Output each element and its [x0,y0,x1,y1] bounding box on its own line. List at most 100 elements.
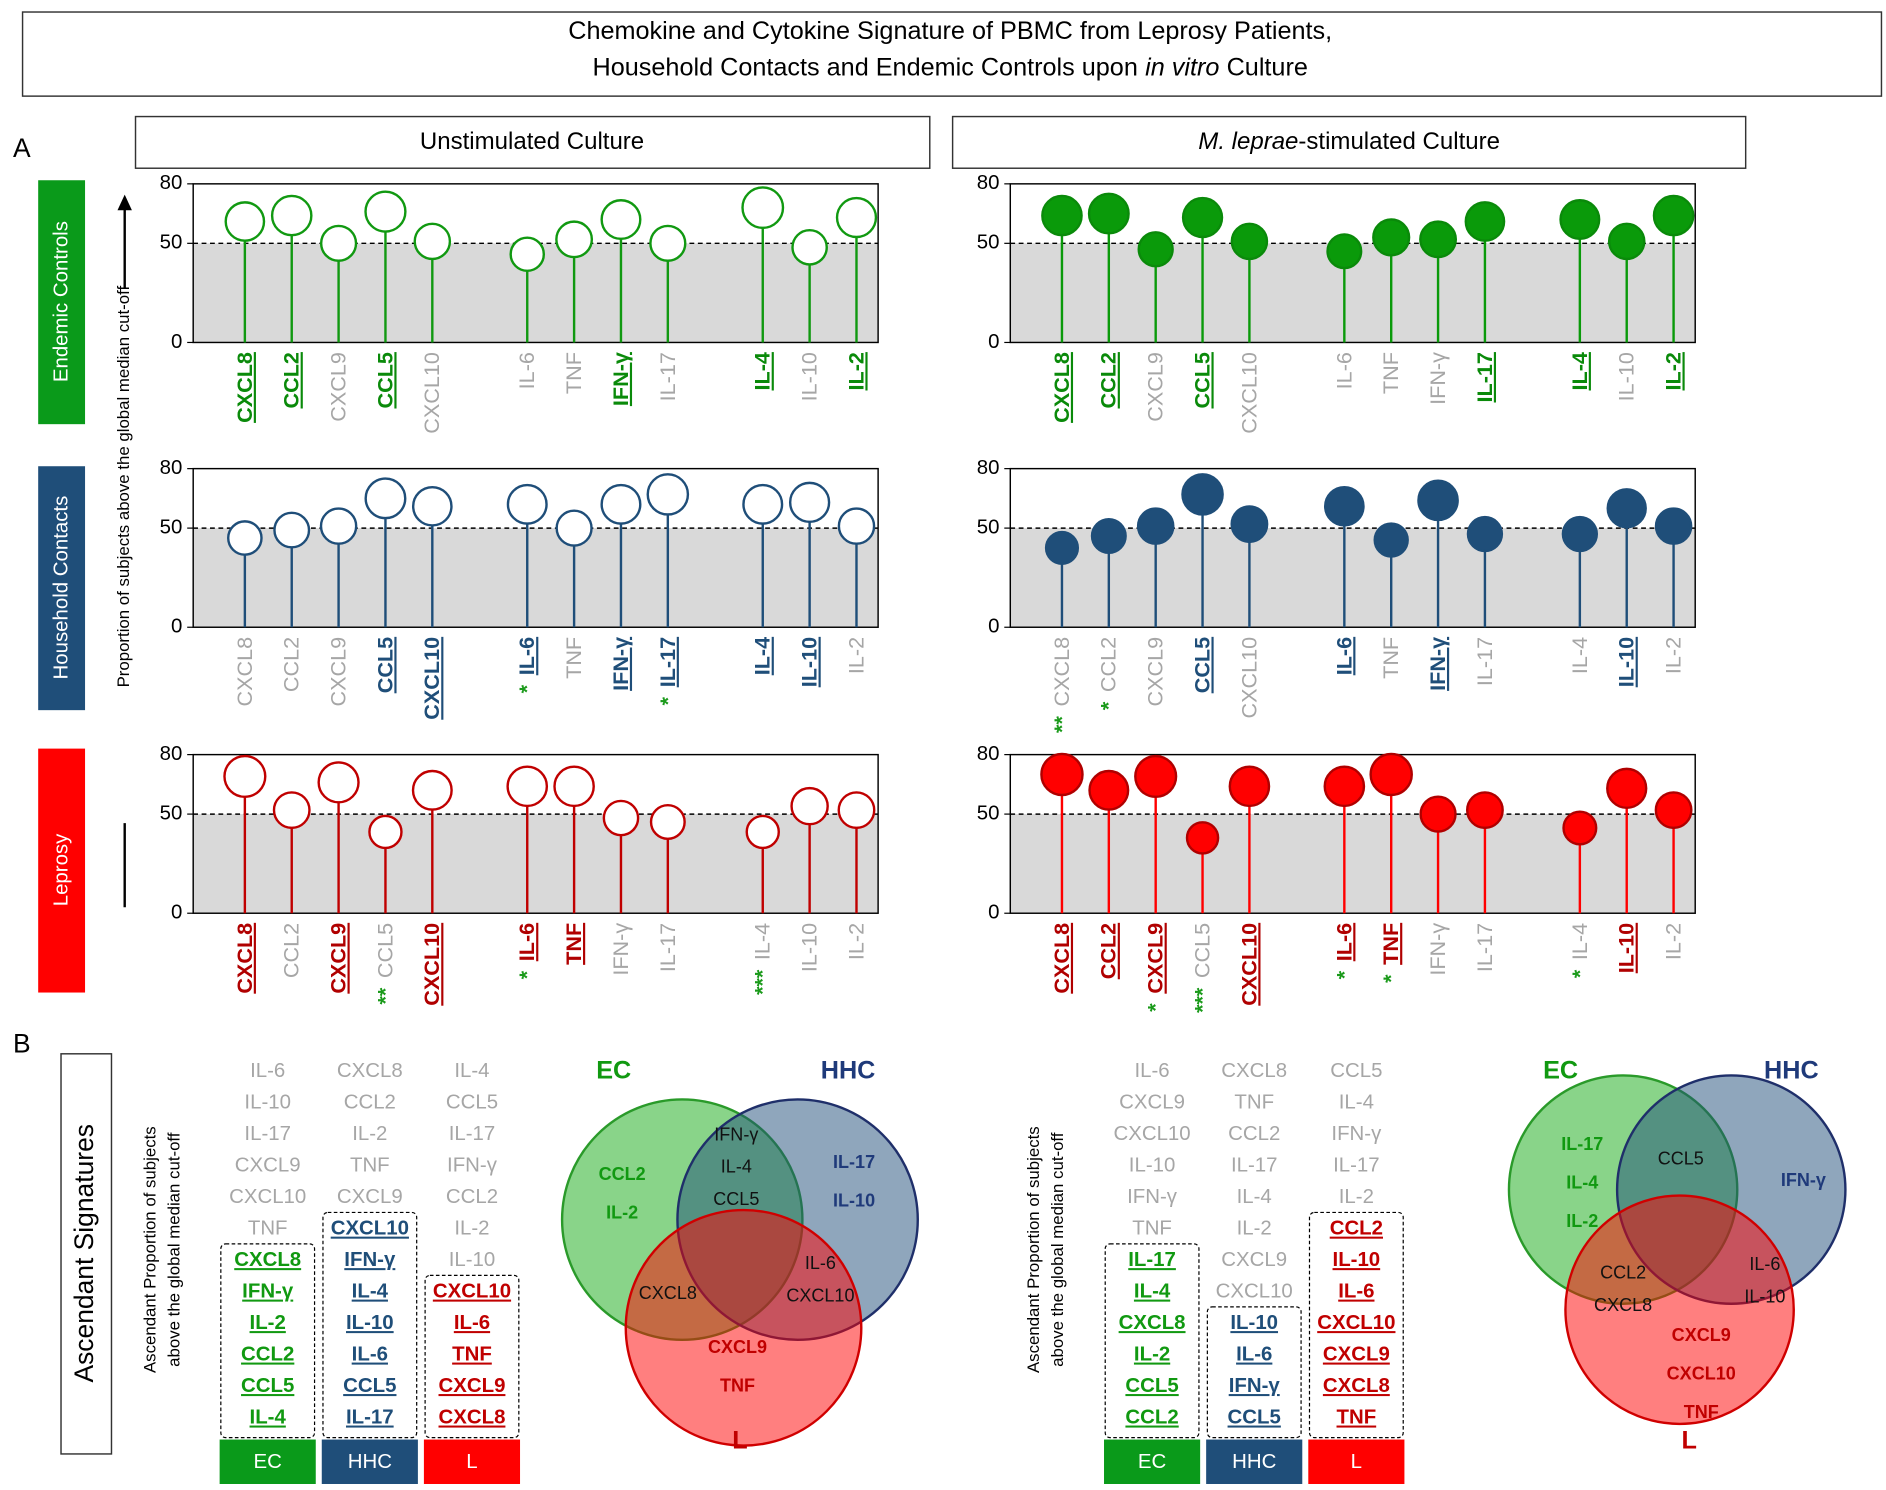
signature-item: CCL5 [343,1375,396,1397]
venn-item: IL-6 [805,1253,836,1273]
category-label: CXCL10 [419,637,444,720]
category-label: CCL2 [279,352,304,408]
venn-label: HHC [821,1057,876,1085]
cytokine-item: CCL2 [446,1186,498,1208]
lollipop-head [742,483,784,525]
cytokine-item: IL-2 [352,1123,387,1145]
lollipop-head [1041,194,1083,237]
y-tick-label: 80 [977,172,1000,194]
lollipop-head [602,799,640,837]
y-axis-label: Proportion of subjects above the global … [114,286,133,688]
signature-item: CXCL10 [433,1281,511,1303]
signature-box [1308,1211,1404,1439]
category-label: CCL5 [1189,637,1214,693]
panel-letter: B [13,1028,31,1058]
y-tick-label: 0 [171,616,182,638]
category-label: IL-4 [750,352,775,390]
title-part: Household Contacts and Endemic Controls … [593,53,1138,81]
venn-item: CXCL8 [1594,1295,1652,1315]
signature-item: CXCL9 [1323,1344,1390,1366]
group-label: EC [1138,1451,1166,1473]
lollipop-head [1044,530,1080,565]
lollipop-head [835,196,878,239]
lollipop-head [1228,765,1271,808]
cytokine-item: TNF [1234,1092,1274,1114]
lollipop-head [646,473,690,516]
row-label: Leprosy [51,833,73,906]
category-label: CXCL10 [419,352,444,434]
cytokine-item: IFN-γ [1331,1123,1382,1145]
category-label: IFN-γ [608,352,633,406]
category-label: CXCL10 [1236,352,1261,434]
lollipop-head [1559,199,1601,241]
signature-item: IL-2 [1134,1344,1170,1366]
lollipop-head [837,507,876,545]
group-box [219,1439,316,1484]
category-label: IL-2 [1661,637,1686,674]
signature-item: IL-2 [250,1312,286,1334]
category-label: TNF [561,352,586,394]
column-header-part: M. leprae [1198,128,1298,155]
category-label: TNF [1378,637,1403,679]
group-label: HHC [348,1451,392,1473]
lollipop-head [1464,201,1506,242]
venn-item: IL-10 [1744,1287,1785,1307]
category-label: CCL2 [279,637,304,692]
category-label: TNF [561,923,586,965]
category-label: CXCL9 [326,637,351,707]
category-label: IL-6 [514,923,539,961]
signature-item: IL-10 [346,1312,394,1334]
signature-item: CCL5 [1228,1407,1281,1429]
cytokine-item: CXCL9 [1119,1092,1185,1114]
category-label: IL-2 [843,352,868,390]
significance-mark: * [1331,970,1356,979]
category-label: CXCL9 [1143,637,1168,707]
lollipop-head [1323,765,1366,808]
lollipop-head [1326,233,1363,270]
plot-frame [192,753,879,914]
venn-label: HHC [1764,1057,1819,1085]
group-box [423,1439,521,1484]
category-label: IL-6 [1331,637,1356,675]
lollipop-head [1088,769,1130,811]
lollipop-head [1136,507,1175,545]
cytokine-item: IFN-γ [1127,1186,1178,1208]
signature-item: CCL5 [1125,1375,1178,1397]
significance-mark: *** [750,969,775,995]
significance-mark: ** [372,987,397,1004]
lollipop-head [1181,473,1224,516]
significance-mark: * [1096,701,1121,710]
lollipop-head [553,765,595,808]
y-tick-label: 0 [988,331,999,353]
y-tick-label: 50 [160,516,183,538]
title-box [21,11,1883,97]
category-label: IFN-γ [608,637,633,691]
signature-item: CXCL8 [234,1249,301,1271]
category-label: CCL5 [1189,352,1214,408]
lollipop-head [224,201,266,242]
category-label: IL-17 [655,352,680,401]
venn-item: CXCL8 [639,1283,697,1303]
category-label: TNF [1378,923,1403,965]
signature-item: CXCL8 [1119,1312,1186,1334]
venn-item: IL-2 [1566,1211,1598,1231]
row-label: Endemic Controls [51,221,73,382]
category-label: CXCL9 [326,352,351,422]
group-label: L [1351,1451,1362,1473]
lollipop-head [600,483,642,525]
category-label: IL-17 [1472,352,1497,402]
cytokine-item: CCL2 [1228,1123,1280,1145]
lollipop-head [1466,515,1504,553]
cytokine-item: CXCL9 [337,1186,403,1208]
significance-mark: ** [1049,716,1074,733]
venn-item: IL-17 [1561,1134,1603,1154]
y-tick-label: 0 [171,902,182,924]
cytokine-item: CCL5 [1330,1060,1382,1082]
lollipop-head [1561,515,1599,553]
lollipop-head [1562,810,1598,846]
cytokine-item: TNF [1132,1218,1172,1240]
signature-y-label: Ascendant Proportion of subjects [1024,1126,1043,1373]
venn-item: TNF [720,1375,755,1395]
signature-y-label: above the global median cut-off [165,1132,184,1367]
lollipop-head [1652,194,1695,237]
